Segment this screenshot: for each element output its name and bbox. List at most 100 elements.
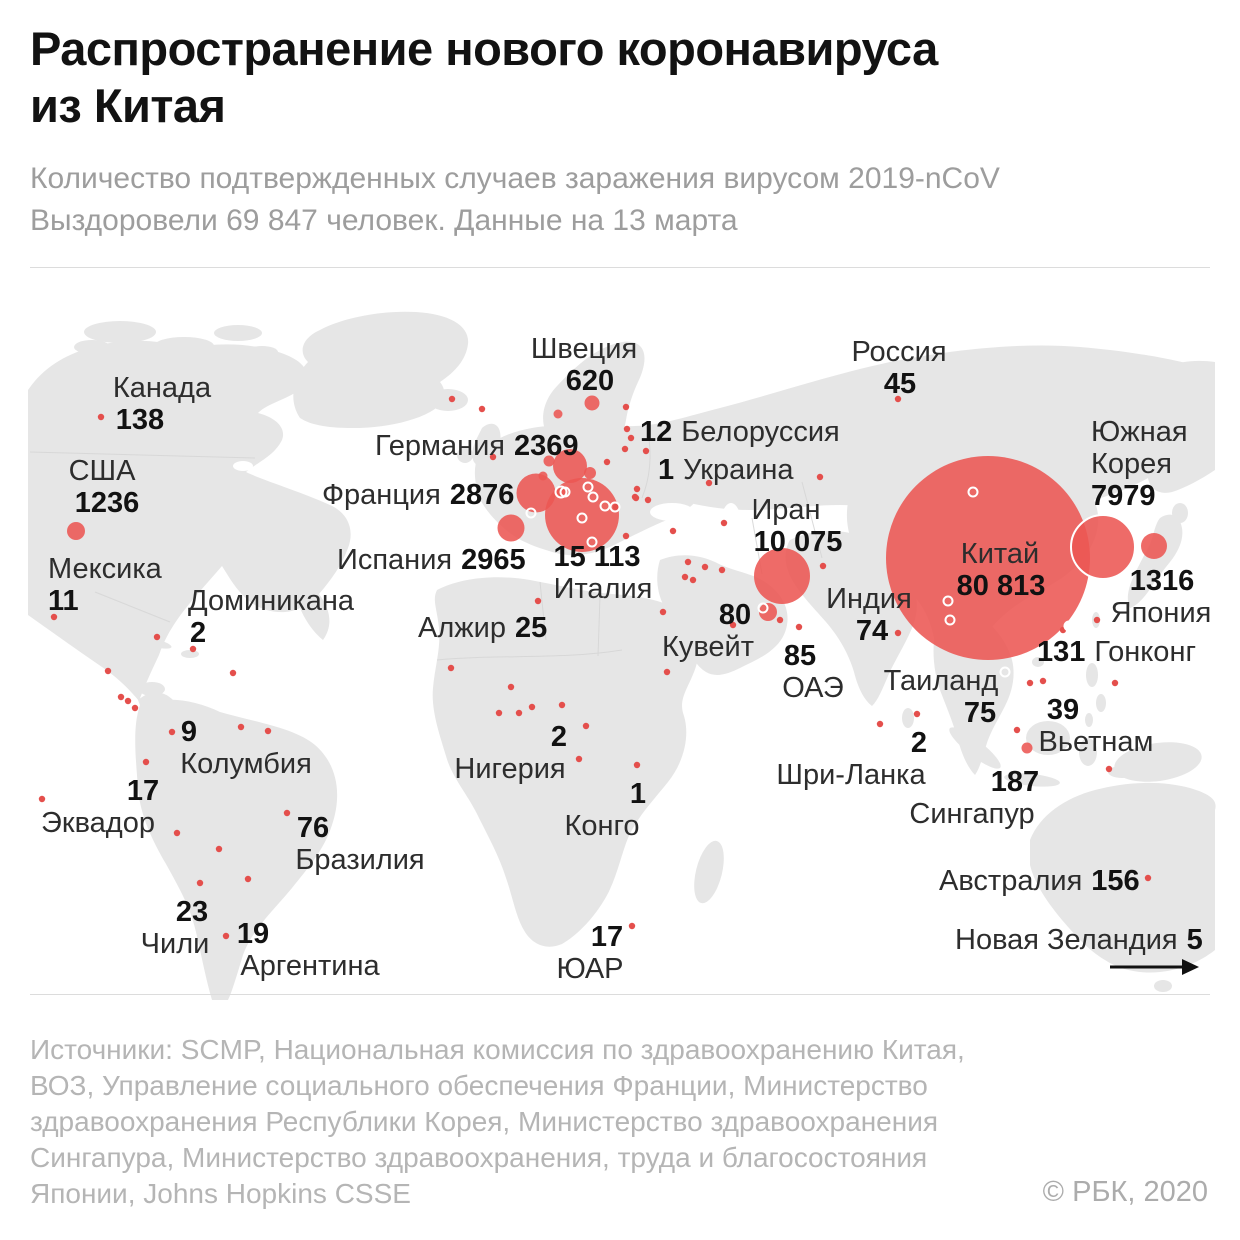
case-dot (97, 413, 105, 421)
case-dot (819, 562, 827, 570)
case-dot (1144, 874, 1152, 882)
case-ring (999, 666, 1011, 678)
title-line-2: из Китая (30, 79, 226, 132)
hainan (1032, 657, 1044, 667)
case-dot (237, 723, 245, 731)
case-dot (1093, 616, 1101, 624)
case-dot (448, 395, 456, 403)
bottom-divider (30, 994, 1210, 995)
copyright: © РБК, 2020 (1042, 1176, 1208, 1208)
japan (1127, 514, 1183, 608)
case-bubble (553, 409, 563, 419)
case-dot (816, 473, 824, 481)
case-ring (757, 602, 769, 614)
case-dot (124, 697, 132, 705)
case-dot (795, 623, 803, 631)
case-dot (534, 597, 542, 605)
case-bubble (67, 522, 85, 540)
philippines (1086, 663, 1098, 687)
borneo (1026, 721, 1070, 755)
country-borders (29, 431, 823, 661)
case-dot (507, 683, 515, 691)
case-dot (244, 875, 252, 883)
case-ring (599, 500, 611, 512)
case-dot (718, 566, 726, 574)
case-ring (587, 491, 599, 503)
case-dot (1039, 677, 1047, 685)
case-dot (642, 447, 650, 455)
case-dot (229, 669, 237, 677)
case-dot (582, 722, 590, 730)
continent-north-america (28, 340, 351, 701)
philippines (1096, 694, 1106, 712)
case-dot (913, 710, 921, 718)
case-dot (495, 709, 503, 717)
case-dot (623, 425, 631, 433)
new-zealand-arrow (1110, 959, 1199, 975)
case-bubble (584, 395, 600, 411)
island (84, 321, 156, 343)
island (214, 325, 262, 341)
case-dot (1013, 726, 1021, 734)
case-dot (1111, 679, 1119, 687)
case-dot (689, 576, 697, 584)
case-bubble (1021, 742, 1033, 754)
case-ring (576, 512, 588, 524)
south-asia (785, 530, 917, 706)
case-bubble (759, 603, 777, 621)
case-ring (609, 501, 621, 513)
case-dot (633, 761, 641, 769)
continents (28, 311, 1216, 1000)
continent-greenland (293, 311, 469, 428)
continent-australia (1030, 782, 1216, 973)
case-ring (1063, 620, 1075, 632)
yucatan (139, 682, 165, 696)
case-dot (168, 728, 176, 736)
iceland (428, 389, 468, 411)
subtitle-line-1: Количество подтвержденных случаев зараже… (30, 162, 1000, 195)
top-divider (30, 267, 1210, 268)
case-dot (50, 613, 58, 621)
case-dot (776, 616, 784, 624)
continent-south-america (135, 699, 338, 1000)
case-dot (38, 795, 46, 803)
source-line: Японии, Johns Hopkins CSSE (30, 1178, 411, 1209)
case-dot (104, 667, 112, 675)
hokkaido (1172, 503, 1188, 523)
great-lake (253, 469, 269, 477)
case-dot (603, 458, 611, 466)
case-bubble (497, 514, 525, 542)
case-dot (447, 664, 455, 672)
tasmania (1154, 980, 1172, 992)
case-dot (575, 755, 583, 763)
case-ring (944, 614, 956, 626)
case-dot (684, 558, 692, 566)
case-dot (659, 608, 667, 616)
page-title: Распространение нового коронавируса из К… (30, 20, 938, 134)
case-dot (720, 519, 728, 527)
case-bubble (538, 471, 548, 481)
hispaniola (181, 650, 199, 658)
case-dot (131, 704, 139, 712)
case-dot (894, 629, 902, 637)
kamchatka (1147, 360, 1215, 493)
case-dot (729, 621, 737, 629)
sulawesi (1079, 738, 1097, 766)
case-ring (559, 486, 571, 498)
inland-seas (233, 461, 742, 553)
case-dot (1105, 765, 1113, 773)
philippines (1085, 713, 1093, 727)
case-ring (582, 481, 594, 493)
subtitle-line-2: Выздоровели 69 847 человек. Данные на 13… (30, 204, 738, 237)
title-line-1: Распространение нового коронавируса (30, 22, 938, 75)
case-bubble (584, 467, 596, 479)
caspian-sea (720, 503, 742, 553)
case-dot (283, 809, 291, 817)
sumatra (949, 727, 1001, 769)
case-dot (705, 479, 713, 487)
case-dot (627, 434, 635, 442)
continent-africa (432, 577, 699, 947)
case-dot (663, 668, 671, 676)
